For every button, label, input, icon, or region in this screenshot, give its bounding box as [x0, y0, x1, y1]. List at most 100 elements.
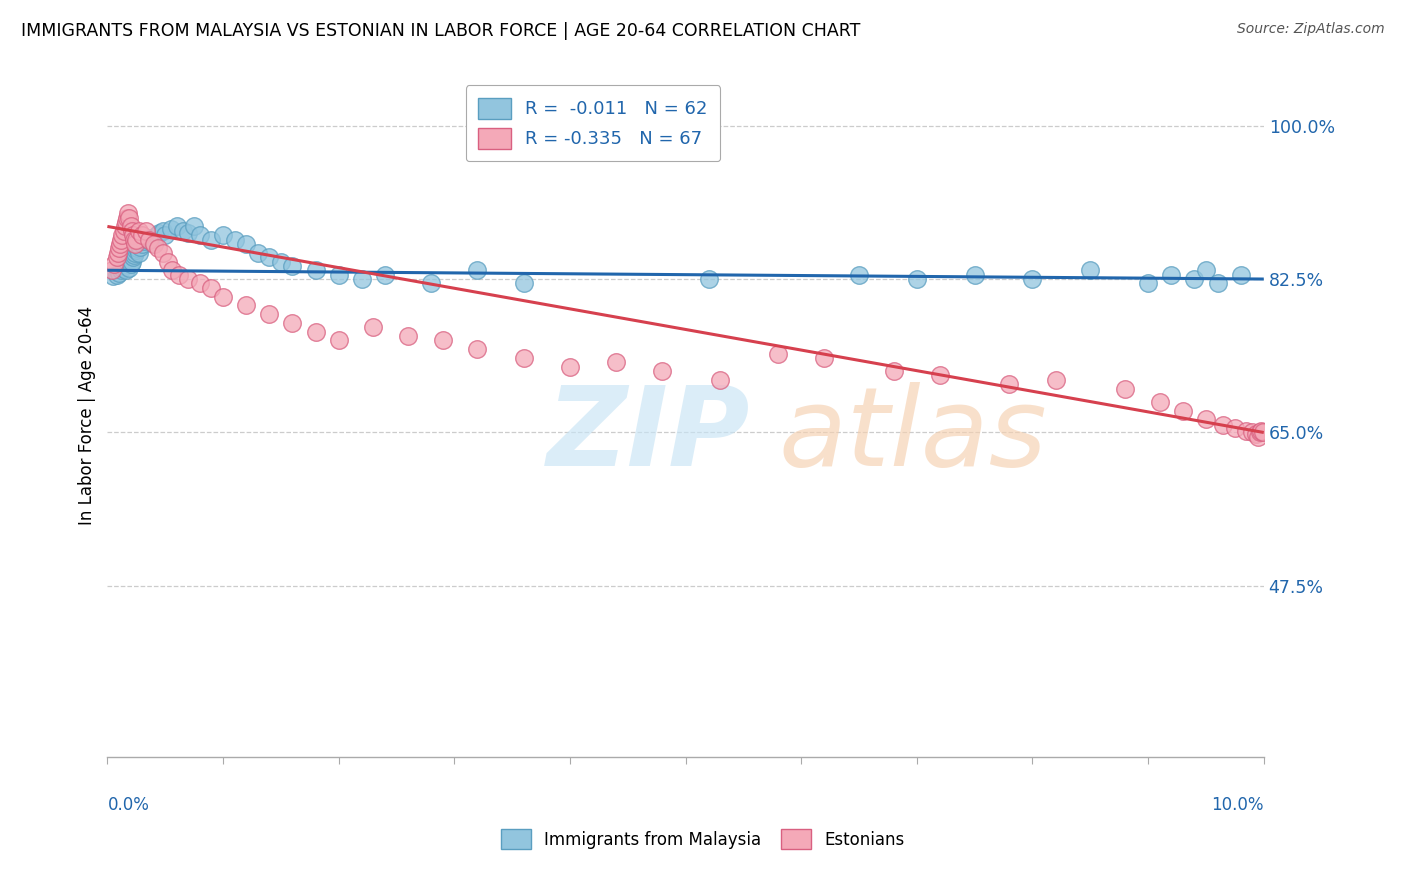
Point: [1137, 277, 1160, 291]
Point: [101, 263, 124, 277]
Point: [111, 260, 134, 275]
Point: [998, 377, 1021, 392]
Point: [134, 235, 156, 249]
Text: Source: ZipAtlas.com: Source: ZipAtlas.com: [1237, 22, 1385, 37]
Point: [167, 268, 190, 282]
Point: [697, 272, 720, 286]
Point: [152, 224, 174, 238]
Point: [558, 359, 581, 374]
Point: [1171, 403, 1194, 417]
Point: [467, 263, 489, 277]
Text: atlas: atlas: [778, 382, 1046, 489]
Point: [148, 226, 170, 240]
Point: [1021, 272, 1043, 286]
Point: [107, 245, 129, 260]
Text: ZIP: ZIP: [547, 382, 751, 489]
Point: [114, 257, 136, 271]
Point: [142, 237, 165, 252]
Point: [512, 277, 534, 291]
Point: [115, 263, 138, 277]
Point: [118, 260, 141, 275]
Point: [1247, 430, 1270, 444]
Point: [1241, 425, 1264, 440]
Point: [328, 334, 350, 348]
Point: [1045, 373, 1067, 387]
Point: [246, 245, 269, 260]
Point: [172, 224, 194, 238]
Point: [108, 241, 131, 255]
Point: [177, 226, 200, 240]
Point: [350, 272, 373, 286]
Point: [304, 325, 326, 339]
Point: [120, 257, 142, 271]
Point: [188, 228, 211, 243]
Point: [848, 268, 870, 282]
Point: [160, 222, 183, 236]
Point: [1182, 272, 1205, 286]
Point: [1250, 424, 1272, 438]
Point: [467, 342, 489, 356]
Point: [135, 224, 157, 238]
Point: [128, 239, 150, 253]
Point: [120, 219, 142, 234]
Point: [766, 346, 789, 360]
Point: [420, 277, 443, 291]
Point: [1195, 412, 1218, 426]
Point: [118, 211, 141, 225]
Point: [929, 368, 952, 383]
Point: [131, 237, 153, 252]
Point: [139, 231, 162, 245]
Point: [114, 219, 136, 234]
Point: [112, 224, 135, 238]
Point: [270, 254, 292, 268]
Point: [813, 351, 835, 365]
Point: [396, 329, 419, 343]
Point: [125, 233, 148, 247]
Point: [1195, 263, 1218, 277]
Point: [651, 364, 673, 378]
Point: [183, 219, 205, 234]
Point: [125, 243, 148, 257]
Point: [1149, 394, 1171, 409]
Point: [259, 250, 281, 264]
Point: [224, 233, 246, 247]
Point: [128, 224, 150, 238]
Point: [122, 233, 145, 247]
Point: [1229, 268, 1251, 282]
Point: [605, 355, 627, 369]
Y-axis label: In Labor Force | Age 20-64: In Labor Force | Age 20-64: [79, 305, 96, 524]
Point: [200, 233, 222, 247]
Point: [1160, 268, 1182, 282]
Point: [1223, 421, 1246, 435]
Point: [259, 307, 281, 321]
Point: [124, 245, 146, 260]
Point: [117, 252, 139, 266]
Point: [105, 250, 128, 264]
Point: [110, 263, 132, 277]
Point: [166, 219, 188, 234]
Point: [432, 334, 454, 348]
Point: [1251, 425, 1274, 440]
Point: [111, 228, 134, 243]
Point: [963, 268, 986, 282]
Point: [127, 241, 149, 255]
Point: [212, 228, 235, 243]
Point: [105, 268, 128, 282]
Point: [146, 228, 169, 243]
Point: [235, 237, 257, 252]
Point: [122, 248, 145, 262]
Point: [110, 233, 132, 247]
Point: [152, 245, 174, 260]
Point: [112, 259, 135, 273]
Point: [156, 254, 179, 268]
Point: [512, 351, 534, 365]
Point: [363, 320, 385, 334]
Point: [117, 206, 139, 220]
Point: [200, 281, 222, 295]
Point: [121, 224, 143, 238]
Text: 10.0%: 10.0%: [1212, 797, 1264, 814]
Point: [709, 373, 731, 387]
Point: [1206, 277, 1229, 291]
Text: 0.0%: 0.0%: [107, 797, 149, 814]
Legend: R =  -0.011   N = 62, R = -0.335   N = 67: R = -0.011 N = 62, R = -0.335 N = 67: [465, 86, 720, 161]
